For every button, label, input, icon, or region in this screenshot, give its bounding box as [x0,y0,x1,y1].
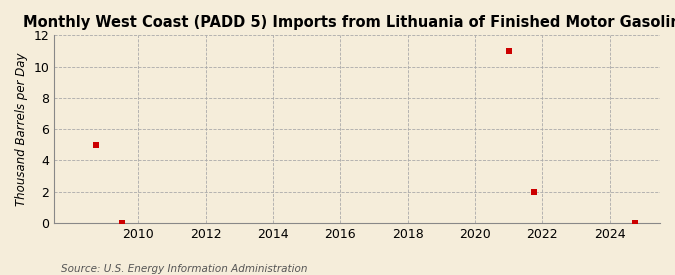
Text: Source: U.S. Energy Information Administration: Source: U.S. Energy Information Administ… [61,264,307,274]
Title: Monthly West Coast (PADD 5) Imports from Lithuania of Finished Motor Gasoline: Monthly West Coast (PADD 5) Imports from… [23,15,675,30]
Point [529,189,539,194]
Point [503,49,514,53]
Point [116,221,127,225]
Point [629,221,640,225]
Point [91,142,102,147]
Y-axis label: Thousand Barrels per Day: Thousand Barrels per Day [15,52,28,206]
